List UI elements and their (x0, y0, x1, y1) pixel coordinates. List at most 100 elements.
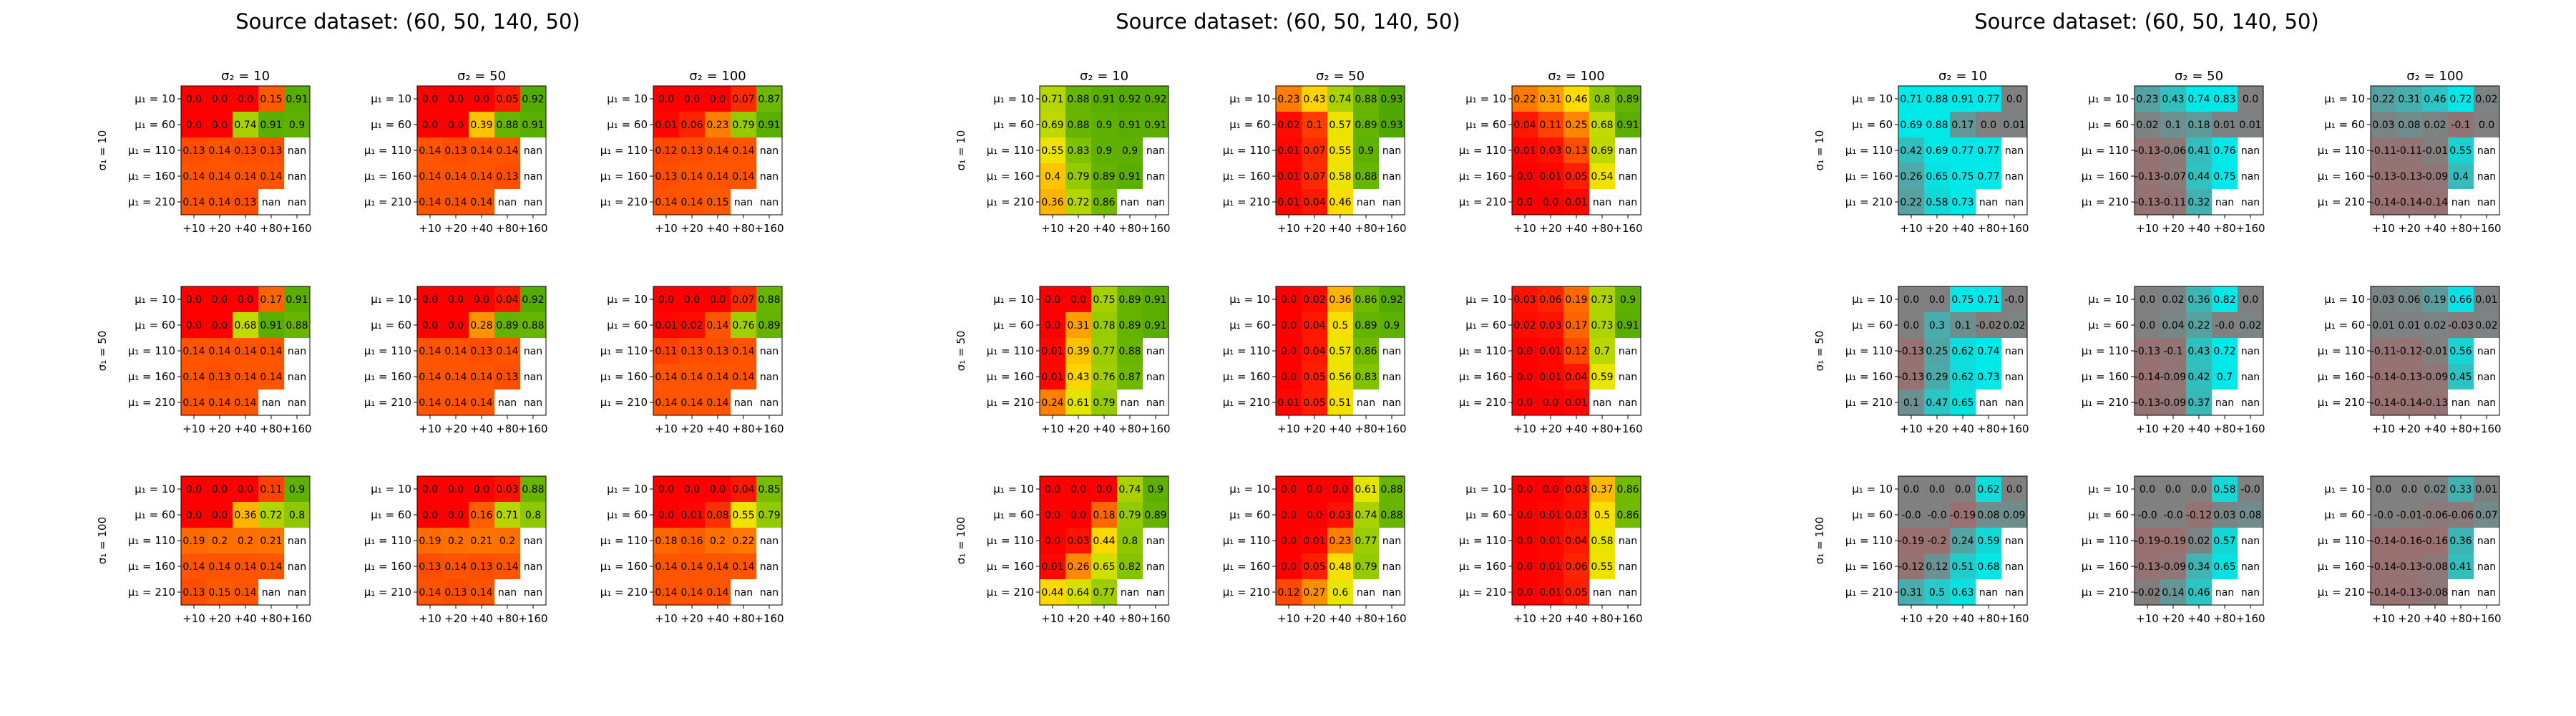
heatmap-cell (443, 476, 469, 502)
cell-value: 0.14 (680, 171, 703, 183)
row-tick-label: μ₁ = 160 (1223, 170, 1270, 183)
cell-value: 0.14 (706, 397, 728, 409)
heatmap-cell (233, 579, 258, 605)
heatmap-cell (1327, 364, 1353, 390)
cell-value: 0.72 (2449, 94, 2472, 105)
heatmap-cell (1276, 86, 1302, 112)
cell-value: nan (1382, 171, 1401, 183)
row-tick-label: μ₁ = 60 (2324, 508, 2365, 521)
heatmap-cell (2396, 189, 2422, 215)
heatmap-cell (1898, 163, 1924, 189)
col-tick-label: +10 (1900, 422, 1923, 435)
heatmap-cell (2160, 553, 2186, 579)
heatmap-cell (181, 189, 207, 215)
cell-value: nan (524, 587, 542, 599)
row-tick-label: μ₁ = 60 (1465, 319, 1506, 332)
heatmap-cell (731, 528, 756, 553)
cell-value: 0.14 (182, 197, 205, 208)
heatmap-cell (1327, 390, 1353, 415)
cell-value: 0.69 (1041, 120, 1063, 131)
heatmap-cell (1898, 112, 1924, 137)
heatmap-cell (494, 364, 520, 390)
cell-value: 0.14 (419, 587, 441, 599)
heatmap-cell (520, 189, 546, 215)
heatmap-cell (469, 137, 494, 163)
row-tick-label: μ₁ = 110 (2082, 344, 2129, 357)
cell-value: 0.85 (758, 484, 780, 495)
heatmap-cell (1276, 189, 1302, 215)
heatmap-cell (1040, 528, 1065, 553)
cell-value: 0.14 (2162, 587, 2184, 599)
cell-value: 0.9 (1384, 320, 1400, 332)
heatmap-cell (2212, 189, 2238, 215)
cell-value: 0.77 (1977, 145, 1999, 157)
cell-value: 0.31 (1900, 587, 1922, 599)
cell-value: 0.43 (2187, 346, 2210, 357)
cell-value: 0.0 (658, 510, 674, 521)
col-tick-label: +40 (1951, 222, 1974, 235)
cell-value: 0.89 (1355, 320, 1377, 332)
heatmap-cell (1302, 163, 1327, 189)
col-tick-label: +40 (1329, 612, 1352, 625)
heatmap-cell (1302, 528, 1327, 553)
cell-value: 0.14 (496, 346, 518, 357)
heatmap-cell (1615, 579, 1641, 605)
cell-value: nan (2477, 397, 2496, 409)
cell-value: 0.87 (758, 94, 780, 105)
heatmap-cell (1512, 364, 1538, 390)
cell-value: 0.36 (2187, 294, 2210, 306)
heatmap-cell (181, 579, 207, 605)
cell-value: 0.14 (182, 397, 205, 409)
heatmap-cell (653, 338, 679, 364)
heatmap-cell (1276, 390, 1302, 415)
row-tick-label: μ₁ = 10 (607, 483, 648, 495)
cell-value: -0.0 (2373, 510, 2393, 521)
heatmap-panel: 0.0 0.0 0.0 0.17 0.910.0 0.0 0.68 0.91 0.880.14 0… (128, 286, 312, 435)
cell-value: 0.03 (1565, 484, 1587, 495)
cell-value: 0.01 (1539, 561, 1561, 573)
cell-value: 0.0 (1070, 294, 1086, 306)
heatmap-cell (1353, 528, 1379, 553)
col-tick-label: +160 (754, 612, 784, 625)
heatmap-cell (2422, 579, 2448, 605)
cell-value: 0.01 (2213, 120, 2235, 131)
cell-value: nan (498, 587, 517, 599)
heatmap-cell (705, 579, 731, 605)
heatmap-cell (417, 189, 443, 215)
cell-value: 0.59 (1977, 536, 1999, 547)
cell-value: 0.69 (1591, 145, 1613, 157)
cell-value: 0.23 (706, 120, 728, 131)
cell-value: 0.58 (1591, 536, 1613, 547)
col-tick-label: +10 (2136, 422, 2159, 435)
cell-value: nan (1619, 171, 1637, 183)
cell-value: 0.2 (710, 536, 726, 547)
cell-value: 0.73 (1591, 320, 1613, 332)
heatmap-cell (2160, 338, 2186, 364)
heatmap-cell (1563, 286, 1589, 312)
heatmap-cell (2474, 528, 2499, 553)
cell-value: 0.02 (1277, 120, 1299, 131)
row-tick-label: μ₁ = 110 (1459, 344, 1506, 357)
col-tick-label: +80 (1977, 422, 2000, 435)
col-tick-label: +40 (2187, 422, 2210, 435)
heatmap-cell (2238, 137, 2263, 163)
heatmap-cell (2422, 338, 2448, 364)
heatmap-cell (2160, 579, 2186, 605)
heatmap-cell (1117, 112, 1143, 137)
heatmap-cell (2135, 502, 2160, 528)
cell-value: 0.0 (1281, 372, 1297, 383)
cell-value: -0.01 (2422, 145, 2448, 157)
heatmap-cell (1091, 112, 1117, 137)
col-tick-label: +160 (2235, 222, 2265, 235)
cell-value: 0.77 (1093, 346, 1115, 357)
heatmap-cell (284, 528, 310, 553)
cell-value: 0.21 (260, 536, 282, 547)
cell-value: 0.14 (260, 346, 282, 357)
heatmap-cell (2212, 112, 2238, 137)
cell-value: 0.48 (1329, 561, 1351, 573)
row-tick-label: μ₁ = 10 (371, 92, 411, 105)
cell-value: 0.37 (1591, 484, 1613, 495)
heatmap-cell (1379, 553, 1405, 579)
heatmap-cell (1512, 163, 1538, 189)
